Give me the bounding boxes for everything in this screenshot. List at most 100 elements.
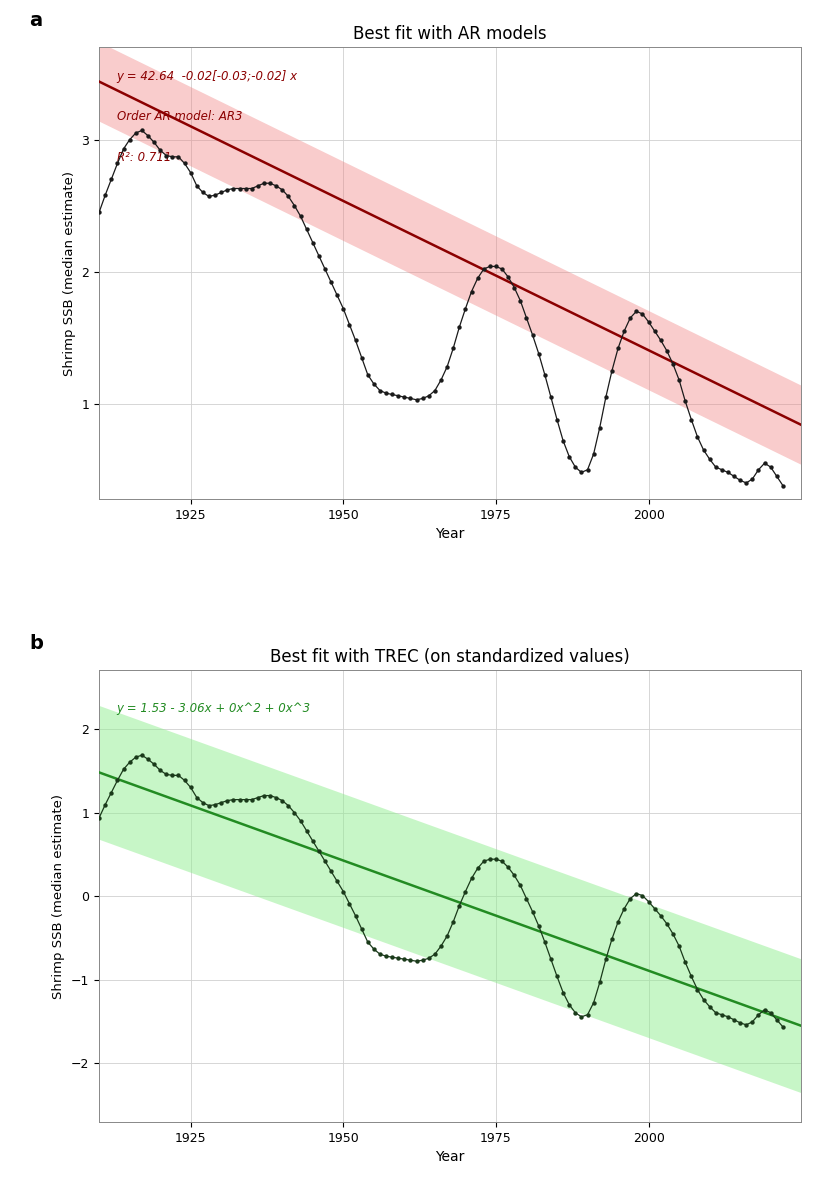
Point xyxy=(233,790,246,809)
Point xyxy=(318,260,331,279)
Point xyxy=(148,132,161,151)
Point xyxy=(349,331,362,350)
Point xyxy=(343,894,356,913)
Point xyxy=(679,953,692,972)
Point xyxy=(618,321,631,340)
Point xyxy=(263,787,277,805)
Point xyxy=(251,176,264,195)
Point xyxy=(227,790,240,809)
Point xyxy=(258,174,271,193)
Point xyxy=(636,886,649,905)
Point xyxy=(563,448,576,466)
Point xyxy=(758,1000,771,1019)
Text: R²: 0.711: R²: 0.711 xyxy=(116,151,171,164)
Point xyxy=(483,850,496,869)
Point xyxy=(599,387,612,406)
Point xyxy=(197,794,210,813)
Point xyxy=(465,869,478,888)
Point xyxy=(532,344,545,363)
Point xyxy=(269,788,282,807)
Point xyxy=(739,474,752,492)
Point xyxy=(276,181,289,200)
Point xyxy=(465,282,478,301)
Point xyxy=(611,339,624,358)
Point xyxy=(355,348,368,367)
Point xyxy=(667,354,680,373)
Point xyxy=(660,341,673,360)
Point xyxy=(685,967,698,986)
Point xyxy=(544,387,558,406)
Point xyxy=(575,1007,588,1026)
Point xyxy=(575,463,588,482)
Point xyxy=(330,286,344,305)
Y-axis label: Shrimp SSB (median estimate): Shrimp SSB (median estimate) xyxy=(53,794,65,999)
Point xyxy=(526,902,539,921)
Point xyxy=(172,148,185,167)
Point xyxy=(752,1005,765,1024)
Point xyxy=(429,945,442,964)
Point xyxy=(178,771,191,790)
Point xyxy=(679,392,692,411)
Point xyxy=(715,1005,729,1024)
Point xyxy=(605,929,619,948)
Point xyxy=(642,313,655,332)
Point xyxy=(129,124,142,143)
Point xyxy=(184,778,197,797)
Point xyxy=(349,906,362,925)
Point xyxy=(215,183,228,202)
Point xyxy=(184,163,197,182)
Point xyxy=(233,180,246,198)
Point xyxy=(776,1018,790,1037)
Point xyxy=(642,892,655,911)
Point xyxy=(501,268,515,287)
Point xyxy=(496,852,509,870)
Point xyxy=(733,1013,747,1032)
Point xyxy=(159,146,173,165)
Point xyxy=(361,365,374,384)
Point xyxy=(508,278,521,296)
Point xyxy=(746,470,759,489)
Point xyxy=(672,937,686,955)
Point xyxy=(710,458,723,477)
Point xyxy=(593,418,606,437)
Point xyxy=(636,305,649,324)
Point xyxy=(477,852,491,870)
Point xyxy=(703,450,716,469)
Point xyxy=(373,945,387,964)
Point xyxy=(672,371,686,390)
Point xyxy=(605,361,619,380)
Point xyxy=(599,950,612,968)
Point xyxy=(105,783,118,802)
Point xyxy=(288,196,301,215)
Point xyxy=(520,308,533,327)
Point xyxy=(489,850,502,869)
Point xyxy=(123,130,136,149)
Point xyxy=(587,444,601,463)
Point xyxy=(148,755,161,774)
Point xyxy=(269,176,282,195)
Point xyxy=(368,374,381,393)
Point xyxy=(398,950,411,968)
Point xyxy=(141,126,154,145)
Point xyxy=(550,410,563,429)
Point xyxy=(501,857,515,876)
Point xyxy=(483,257,496,276)
Point xyxy=(557,431,570,450)
Text: a: a xyxy=(29,11,42,30)
Point xyxy=(514,292,527,311)
Point xyxy=(477,260,491,279)
Point xyxy=(93,808,106,827)
Point xyxy=(166,766,179,785)
Point xyxy=(288,803,301,822)
Point xyxy=(135,120,149,139)
Point xyxy=(111,154,124,172)
Point xyxy=(447,339,460,358)
Point xyxy=(263,174,277,193)
Point xyxy=(404,951,417,970)
Point xyxy=(404,389,417,407)
Point xyxy=(245,790,259,809)
Point xyxy=(710,1004,723,1023)
Point xyxy=(422,386,435,405)
Point xyxy=(330,872,344,890)
Point xyxy=(471,269,484,288)
